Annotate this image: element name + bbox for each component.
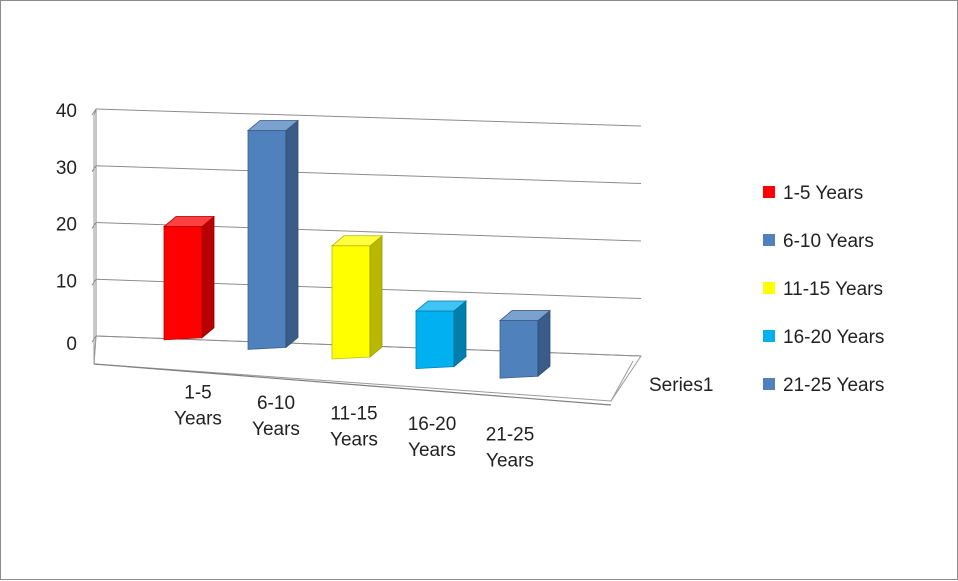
y-tick-label: 10	[56, 271, 77, 292]
bar	[246, 119, 300, 350]
legend-label: 1-5 Years	[783, 183, 863, 204]
bar-front	[499, 320, 539, 379]
legend-swatch	[763, 186, 775, 198]
gridline	[95, 165, 642, 184]
bar-front	[331, 245, 371, 360]
bar	[330, 234, 384, 360]
gridline-side	[91, 222, 97, 229]
legend-entry: 11-15 Years	[763, 279, 883, 300]
y-tick-label: 30	[56, 158, 77, 179]
x-tick-label: 11-15 Years	[330, 404, 378, 451]
bar-front	[415, 310, 455, 370]
legend-entry: 16-20 Years	[763, 327, 884, 348]
legend-label: 16-20 Years	[783, 327, 884, 348]
legend: 1-5 Years 6-10 Years 11-15 Years 16-20 Year…	[763, 183, 884, 396]
y-axis: 0 10 20 30 40	[56, 101, 77, 355]
bar-top	[246, 120, 300, 131]
y-tick-label: 40	[56, 101, 77, 122]
bar-front	[163, 226, 203, 341]
bar-side	[453, 300, 467, 368]
x-tick-label: 1-5 Years	[174, 382, 222, 429]
bars	[162, 119, 552, 379]
bar-top	[330, 235, 384, 247]
legend-swatch	[763, 330, 775, 342]
y-tick-label: 0	[66, 334, 77, 355]
bar-side	[201, 215, 215, 339]
legend-label: 11-15 Years	[783, 279, 883, 300]
gridline-side	[91, 278, 97, 286]
gridline-side	[91, 108, 97, 116]
gridline	[95, 108, 642, 127]
bar-front	[247, 130, 287, 350]
bar-side	[369, 234, 383, 358]
gridline-side	[91, 165, 97, 173]
legend-swatch	[763, 378, 775, 390]
series-label: Series1	[649, 375, 713, 396]
bar-side	[285, 119, 299, 349]
legend-label: 6-10 Years	[783, 231, 874, 252]
legend-label: 21-25 Years	[783, 375, 884, 396]
legend-entry: 1-5 Years	[763, 183, 863, 204]
bar-top	[498, 310, 552, 321]
x-tick-label: 16-20 Years	[408, 414, 457, 461]
x-tick-label: 21-25 Years	[486, 425, 535, 472]
bar	[162, 215, 216, 341]
bar	[414, 300, 468, 370]
x-tick-label: 6-10 Years	[252, 393, 300, 440]
bar-side	[537, 309, 551, 378]
legend-entry: 21-25 Years	[763, 375, 884, 396]
bar	[498, 309, 552, 379]
y-tick-label: 20	[56, 215, 77, 236]
bar-top	[414, 300, 468, 312]
series-axis	[610, 360, 634, 402]
gridline-side	[91, 335, 97, 343]
bar-top	[162, 216, 216, 227]
x-axis: 1-5 Years 6-10 Years 11-15 Years 16-20 Years 21-…	[174, 375, 713, 472]
legend-swatch	[763, 234, 775, 246]
legend-swatch	[763, 282, 775, 294]
x-axis-line	[93, 363, 612, 406]
legend-entry: 6-10 Years	[763, 231, 874, 252]
